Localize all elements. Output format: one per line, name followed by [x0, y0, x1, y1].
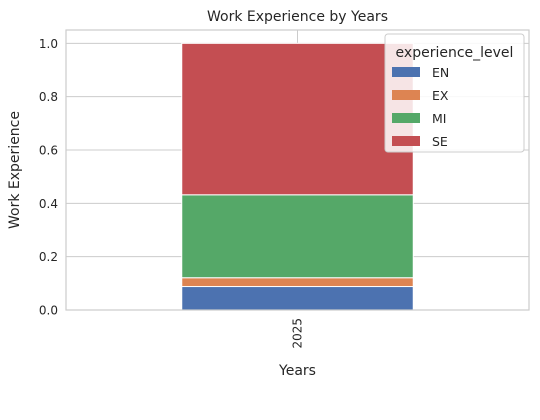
y-tick-label-0: 0.0 [39, 304, 58, 318]
y-tick-labels: 0.0 0.2 0.4 0.6 0.8 1.0 [39, 37, 58, 318]
x-axis-label: Years [278, 363, 316, 379]
y-tick-label-2: 0.4 [39, 197, 58, 211]
y-tick-label-3: 0.6 [39, 144, 58, 158]
legend-label-en: EN [432, 65, 449, 80]
legend-swatch-en [392, 67, 420, 77]
y-tick-label-5: 1.0 [39, 37, 58, 51]
bar-en-2025 [181, 286, 414, 311]
y-tick-label-4: 0.8 [39, 90, 58, 104]
legend-label-mi: MI [432, 111, 446, 126]
legend-label-se: SE [432, 134, 448, 149]
legend-swatch-ex [392, 90, 420, 100]
x-tick-label-0: 2025 [291, 318, 305, 349]
bar-ex-2025 [181, 277, 414, 288]
legend-title: experience_level [396, 45, 514, 61]
chart-title: Work Experience by Years [207, 9, 388, 25]
legend: experience_level EN EX MI SE [384, 33, 525, 153]
legend-swatch-mi [392, 113, 420, 123]
y-axis-label: Work Experience [7, 111, 23, 229]
x-tick-labels: 2025 [291, 318, 305, 349]
bars [181, 42, 414, 311]
y-tick-label-1: 0.2 [39, 250, 58, 264]
legend-items: EN EX MI SE [392, 65, 449, 149]
legend-swatch-se [392, 136, 420, 146]
bar-mi-2025 [181, 194, 414, 279]
bar-se-2025 [181, 42, 414, 196]
plot-frame [65, 29, 530, 311]
legend-label-ex: EX [432, 88, 449, 103]
